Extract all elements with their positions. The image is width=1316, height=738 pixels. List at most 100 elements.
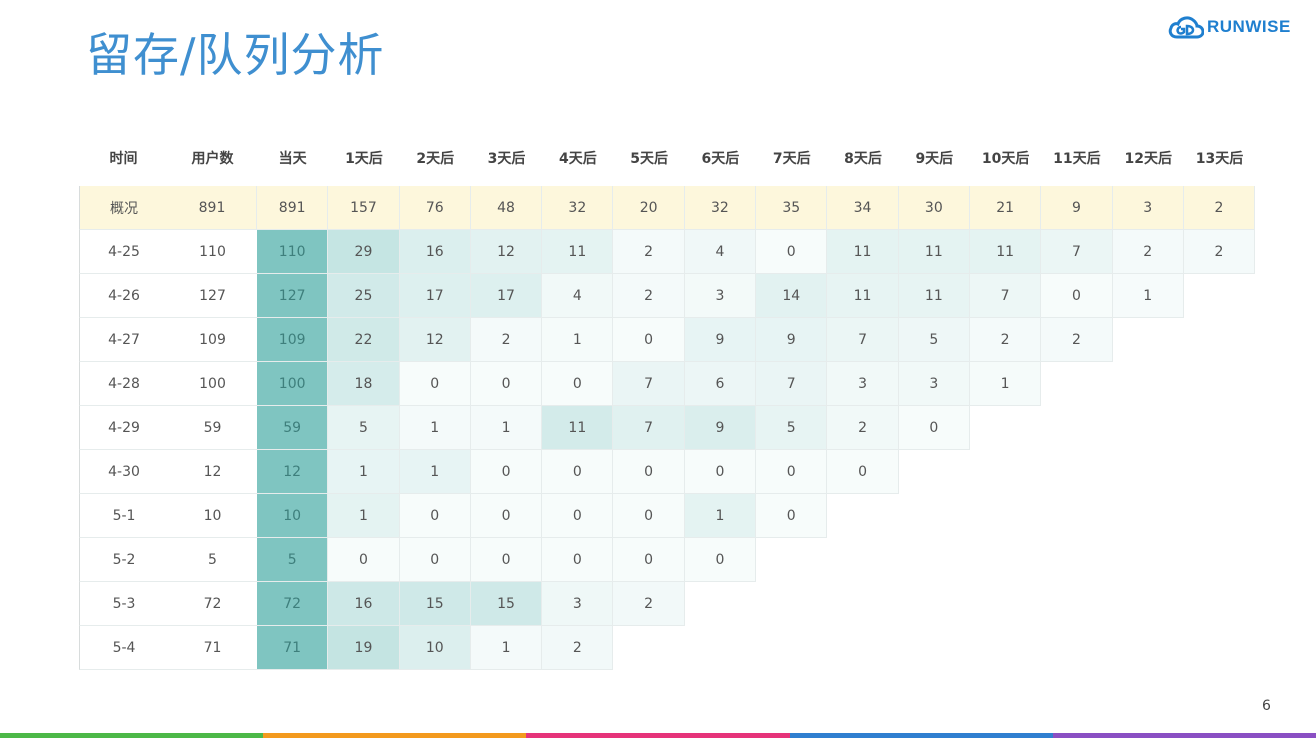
retention-cell: 7 <box>613 362 685 406</box>
day0-cell: 10 <box>257 494 329 538</box>
day0-cell: 110 <box>257 230 329 274</box>
retention-cell: 9 <box>684 318 757 362</box>
retention-cell: 11 <box>898 274 970 318</box>
retention-cell: 3 <box>542 582 614 626</box>
retention-cell: 12 <box>470 230 543 274</box>
summary-cell: 76 <box>399 186 471 230</box>
retention-cell: 1 <box>470 406 543 450</box>
retention-cell: 16 <box>328 582 400 626</box>
header-cell: 11天后 <box>1053 151 1101 167</box>
retention-cell: 0 <box>613 538 685 582</box>
retention-cell: 0 <box>898 406 970 450</box>
retention-cell: 11 <box>969 230 1042 274</box>
summary-cell: 30 <box>898 186 970 230</box>
retention-cell: 1 <box>969 362 1042 406</box>
retention-cell: 0 <box>470 450 543 494</box>
table-header-row: 时间 用户数 当天 1天后 2天后 3天后 4天后 5天后 6天后 7天后 8天后 9天后 10天后 11… <box>79 138 1255 178</box>
retention-cell: 7 <box>756 362 828 406</box>
retention-cell: 0 <box>684 450 757 494</box>
retention-cell: 0 <box>542 538 614 582</box>
bar-segment-green <box>0 733 264 738</box>
retention-cell: 15 <box>399 582 471 626</box>
header-cell: 时间 <box>109 151 138 167</box>
retention-cell: 3 <box>684 274 757 318</box>
retention-cell: 0 <box>1041 274 1113 318</box>
row-user-count: 5 <box>168 538 257 582</box>
summary-cell: 157 <box>328 186 400 230</box>
retention-cell: 25 <box>328 274 400 318</box>
day0-cell: 59 <box>257 406 329 450</box>
retention-cell: 0 <box>542 450 614 494</box>
retention-cell: 2 <box>1112 230 1184 274</box>
retention-cell: 0 <box>399 538 471 582</box>
retention-cell: 1 <box>399 406 471 450</box>
retention-cell: 17 <box>470 274 543 318</box>
retention-cell: 6 <box>684 362 757 406</box>
retention-cell: 18 <box>328 362 400 406</box>
day0-cell: 100 <box>257 362 329 406</box>
retention-cell: 0 <box>827 450 899 494</box>
summary-cell: 35 <box>756 186 828 230</box>
row-date-label: 4-26 <box>79 274 168 318</box>
table-row: 4-30 12 12 1 1 0 0 0 0 0 0 <box>79 450 899 494</box>
summary-cell: 34 <box>827 186 899 230</box>
row-user-count: 71 <box>168 626 257 670</box>
table-row: 5-2 5 5 0 0 0 0 0 0 <box>79 538 757 582</box>
logo-text: RUNWISE <box>1207 17 1291 36</box>
header-cell: 用户数 <box>191 151 234 167</box>
table-row: 4-26 127 127 25 17 17 4 2 3 14 11 11 7 0 1 <box>79 274 1184 318</box>
header-cell: 13天后 <box>1195 151 1244 167</box>
bar-segment-purple <box>1052 733 1316 738</box>
retention-cell: 1 <box>328 450 400 494</box>
retention-cell: 0 <box>542 362 614 406</box>
retention-cell: 7 <box>1041 230 1113 274</box>
retention-cell: 16 <box>399 230 471 274</box>
retention-cell: 22 <box>328 318 400 362</box>
row-user-count: 10 <box>168 494 257 538</box>
retention-cell: 11 <box>542 406 614 450</box>
retention-cell: 7 <box>827 318 899 362</box>
retention-cell: 12 <box>399 318 471 362</box>
day0-cell: 127 <box>257 274 329 318</box>
retention-cell: 2 <box>470 318 543 362</box>
row-date-label: 4-29 <box>79 406 168 450</box>
summary-users: 891 <box>168 186 257 230</box>
summary-cell: 48 <box>470 186 543 230</box>
retention-cell: 2 <box>969 318 1042 362</box>
retention-cell: 1 <box>328 494 400 538</box>
page-title: 留存/队列分析 <box>86 28 385 82</box>
retention-cell: 2 <box>827 406 899 450</box>
retention-cell: 7 <box>969 274 1042 318</box>
retention-cell: 0 <box>470 538 543 582</box>
header-cell: 3天后 <box>487 151 526 167</box>
retention-cell: 11 <box>827 230 899 274</box>
table-row: 5-3 72 72 16 15 15 3 2 <box>79 582 685 626</box>
retention-cell: 2 <box>613 274 685 318</box>
bar-segment-orange <box>263 733 527 738</box>
retention-cell: 9 <box>684 406 757 450</box>
header-cell: 5天后 <box>630 151 668 167</box>
retention-cell: 15 <box>470 582 543 626</box>
summary-cell: 20 <box>613 186 685 230</box>
summary-cell: 21 <box>969 186 1042 230</box>
day0-cell: 71 <box>257 626 329 670</box>
summary-cell: 2 <box>1183 186 1256 230</box>
row-date-label: 5-2 <box>79 538 168 582</box>
retention-cell: 0 <box>684 538 757 582</box>
table-row: 4-27 109 109 22 12 2 1 0 9 9 7 5 2 2 <box>79 318 1113 362</box>
retention-cell: 4 <box>542 274 614 318</box>
retention-cell: 1 <box>399 450 471 494</box>
retention-cell: 0 <box>756 230 828 274</box>
row-date-label: 4-30 <box>79 450 168 494</box>
row-user-count: 72 <box>168 582 257 626</box>
header-cell: 6天后 <box>701 151 740 167</box>
retention-cell: 2 <box>542 626 614 670</box>
row-user-count: 110 <box>168 230 257 274</box>
retention-cell: 14 <box>756 274 828 318</box>
retention-cell: 0 <box>470 494 543 538</box>
retention-cell: 0 <box>613 318 685 362</box>
retention-cell: 5 <box>328 406 400 450</box>
row-user-count: 59 <box>168 406 257 450</box>
summary-cell: 9 <box>1041 186 1113 230</box>
header-cell: 2天后 <box>416 151 455 167</box>
